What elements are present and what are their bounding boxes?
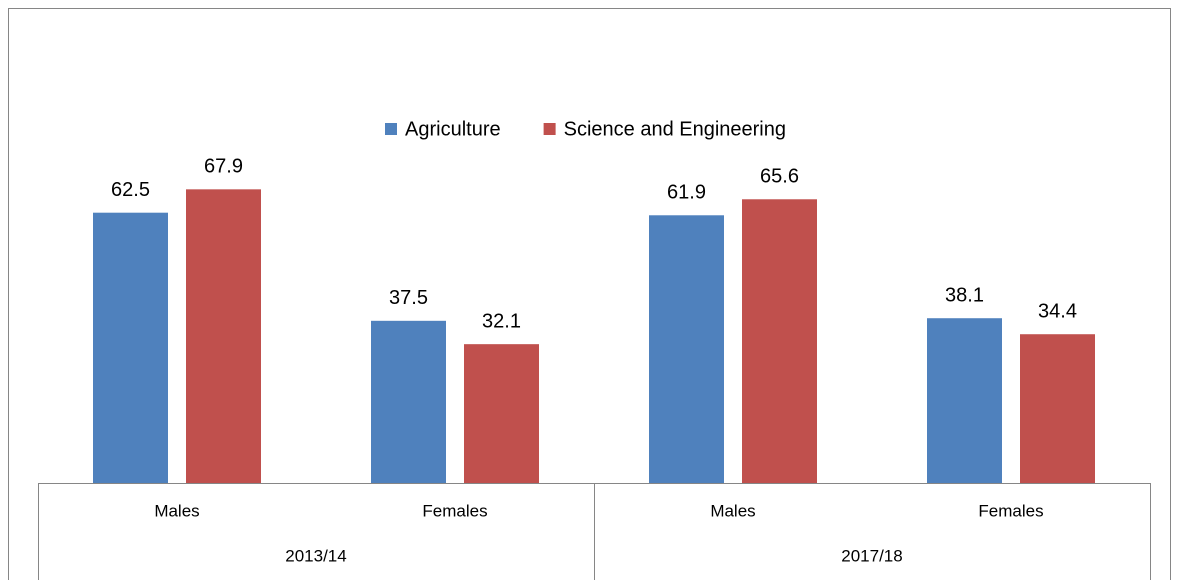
x-tick-label: Females xyxy=(978,501,1043,520)
legend-swatch xyxy=(543,123,556,135)
legend-swatch xyxy=(385,123,397,135)
x-tick-label: Males xyxy=(154,501,199,520)
data-label: 62.5 xyxy=(111,179,150,201)
bar xyxy=(186,189,261,483)
bar xyxy=(371,320,446,483)
x-tick-label: Females xyxy=(422,501,487,520)
data-label: 38.1 xyxy=(945,284,984,306)
bar xyxy=(649,215,724,483)
group-label: 2013/14 xyxy=(285,546,346,565)
bar xyxy=(93,212,168,483)
bar xyxy=(464,344,539,483)
bar xyxy=(1020,334,1095,483)
data-label: 61.9 xyxy=(667,182,706,204)
group-label: 2017/18 xyxy=(841,546,902,565)
legend-label: Science and Engineering xyxy=(564,118,786,140)
x-tick-label: Males xyxy=(710,501,755,520)
data-label: 34.4 xyxy=(1038,301,1077,323)
data-label: 65.6 xyxy=(760,166,799,188)
chart-frame xyxy=(8,8,1171,580)
data-label: 32.1 xyxy=(482,310,521,332)
legend-label: Agriculture xyxy=(405,118,501,140)
data-label: 67.9 xyxy=(204,156,243,178)
data-label: 37.5 xyxy=(389,287,428,309)
bar xyxy=(742,199,817,483)
bar xyxy=(927,318,1002,483)
